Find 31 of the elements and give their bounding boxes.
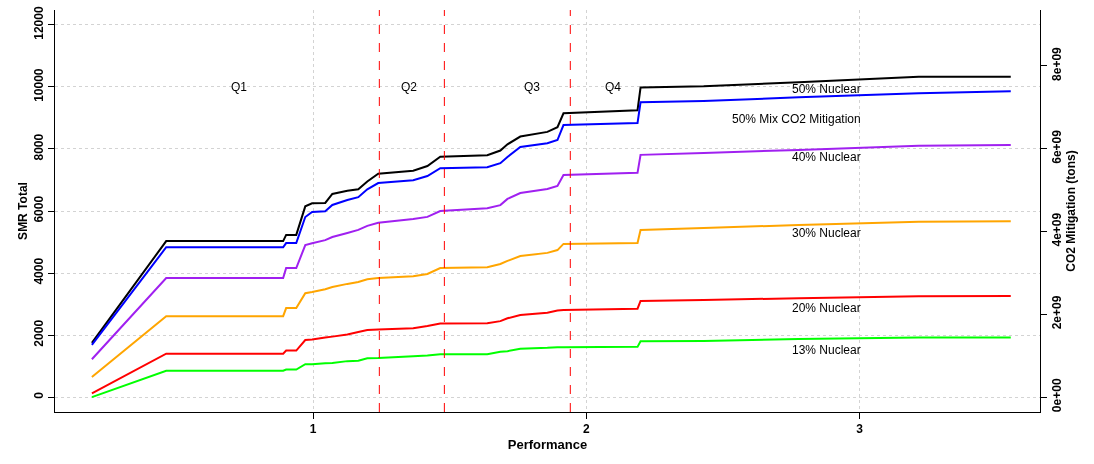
annotation: Q4 — [605, 80, 622, 94]
x-tick-label: 3 — [856, 422, 864, 437]
series-label: 40% Nuclear — [792, 150, 861, 164]
y-tick-label: 12000 — [32, 6, 47, 40]
annotation: Q2 — [401, 80, 418, 94]
series-label: 30% Nuclear — [792, 226, 861, 240]
y2-tick-label: 4e+09 — [1050, 212, 1065, 247]
y2-tick-label: 2e+09 — [1050, 295, 1065, 330]
y-tick-label: 6000 — [32, 195, 47, 223]
series-label: 50% Nuclear — [792, 82, 861, 96]
y-tick-label: 10000 — [32, 68, 47, 102]
series-label: 20% Nuclear — [792, 301, 861, 315]
y-axis-title: SMR Total — [15, 182, 30, 240]
y-tick-label: 4000 — [32, 257, 47, 285]
y2-axis-title: CO2 Mitigation (tons) — [1064, 150, 1079, 272]
series-label: 13% Nuclear — [792, 343, 861, 357]
annotation: Q1 — [231, 80, 248, 94]
x-axis-title: Performance — [507, 437, 588, 452]
y2-tick-label: 0e+00 — [1050, 378, 1065, 413]
y-tick-label: 8000 — [32, 133, 47, 161]
y2-tick-label: 8e+09 — [1050, 46, 1065, 81]
x-tick-label: 1 — [309, 422, 317, 437]
annotation: Q3 — [524, 80, 541, 94]
line-series — [90, 143, 1012, 361]
series-label: 50% Mix CO2 Mitigation — [732, 112, 861, 126]
line-series — [90, 336, 1012, 399]
y-tick-label: 2000 — [32, 319, 47, 347]
x-tick-label: 2 — [583, 422, 591, 437]
y2-tick-label: 6e+09 — [1050, 129, 1065, 164]
y-tick-label: 0 — [32, 391, 47, 399]
line-series — [90, 220, 1012, 378]
